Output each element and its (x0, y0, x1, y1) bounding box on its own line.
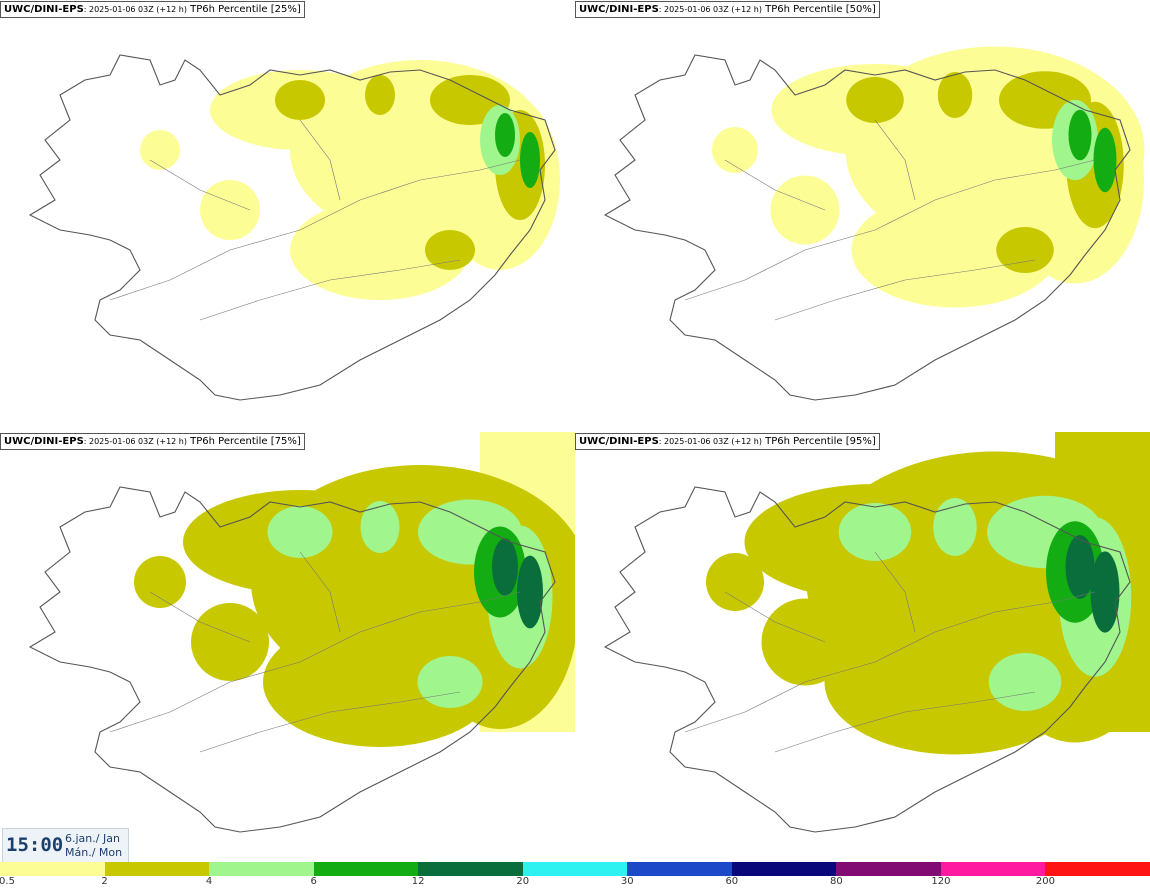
precip-area (134, 556, 186, 608)
map-panel-p95: UWC/DINI-EPS: 2025-01-06 03Z (+12 h) TP6… (575, 432, 1150, 862)
precip-map (28, 432, 575, 833)
precip-area (770, 175, 840, 245)
precip-area (761, 598, 849, 686)
panel-title: UWC/DINI-EPS: 2025-01-06 03Z (+12 h) TP6… (0, 1, 305, 18)
valid-date-line1: 6.jan./ Jan (65, 832, 120, 845)
precip-area (1093, 127, 1117, 193)
precip-area (846, 77, 904, 123)
colorbar-segment (1045, 862, 1150, 876)
colorbar-tick-label: 200 (1035, 876, 1055, 887)
colorbar-segment (836, 862, 942, 876)
road-network (109, 119, 521, 321)
colorbar-segment (418, 862, 524, 876)
colorbar-segment (0, 862, 106, 876)
precip-area (191, 603, 269, 681)
precip-area (996, 227, 1054, 273)
colorbar-tick-label: 30 (620, 876, 634, 887)
colorbar-tick-label: 120 (931, 876, 951, 887)
precip-area (1065, 535, 1095, 599)
colorbar-tick-label: 60 (725, 876, 739, 887)
colorbar-tick-label: 4 (205, 876, 213, 887)
iceland-coastline (603, 486, 1131, 833)
colorbar-tick-label: 6 (310, 876, 317, 887)
colorbar-tick-label: 2 (101, 876, 108, 887)
precip-area (267, 506, 333, 558)
precip-area (520, 132, 540, 188)
road-network (109, 551, 521, 753)
precip-area (360, 501, 400, 553)
precip-area (417, 656, 483, 708)
precip-area (290, 200, 470, 300)
precip-area (140, 130, 180, 170)
precip-area (275, 80, 325, 120)
precip-area (200, 180, 260, 240)
road-network (684, 119, 1096, 321)
colorbar-segment (940, 862, 1046, 876)
map-panel-p25: UWC/DINI-EPS: 2025-01-06 03Z (+12 h) TP6… (0, 0, 575, 430)
precip-area (933, 498, 977, 556)
precip-map (603, 432, 1150, 833)
colorbar-segment (522, 862, 628, 876)
colorbar-segment (731, 862, 837, 876)
colorbar-segment (627, 862, 733, 876)
precip-area (492, 538, 518, 596)
precip-area (1090, 551, 1120, 633)
iceland-coastline (28, 54, 556, 401)
precip-colorbar (0, 862, 1150, 876)
panel-title: UWC/DINI-EPS: 2025-01-06 03Z (+12 h) TP6… (575, 433, 880, 450)
iceland-coastline (28, 486, 556, 833)
valid-time-box: 15:00 6.jan./ Jan Mán./ Mon (2, 828, 129, 863)
map-panel-p50: UWC/DINI-EPS: 2025-01-06 03Z (+12 h) TP6… (575, 0, 1150, 430)
colorbar-tick-label: 20 (516, 876, 530, 887)
precip-area (365, 75, 395, 115)
precip-area (495, 113, 515, 157)
colorbar-tick-label: 12 (411, 876, 425, 887)
precip-map (603, 46, 1145, 401)
panel-title: UWC/DINI-EPS: 2025-01-06 03Z (+12 h) TP6… (575, 1, 880, 18)
precip-area (937, 72, 973, 118)
valid-date-line2: Mán./ Mon (65, 846, 123, 859)
precip-map (28, 54, 560, 401)
precip-area (838, 503, 912, 561)
colorbar-tick-label: 80 (829, 876, 843, 887)
precip-area (1068, 109, 1092, 161)
map-panel-p75: UWC/DINI-EPS: 2025-01-06 03Z (+12 h) TP6… (0, 432, 575, 862)
precip-area (517, 555, 543, 629)
colorbar-tick-label: 0.5 (0, 876, 15, 887)
colorbar-segment (313, 862, 419, 876)
precip-area (712, 127, 758, 173)
precip-area (988, 653, 1062, 711)
colorbar-segment (209, 862, 315, 876)
valid-time-clock: 15:00 (6, 834, 64, 856)
iceland-coastline (603, 54, 1131, 401)
precip-area (425, 230, 475, 270)
precip-area (851, 192, 1059, 308)
precip-area (706, 553, 764, 611)
road-network (684, 551, 1096, 753)
panel-title: UWC/DINI-EPS: 2025-01-06 03Z (+12 h) TP6… (0, 433, 305, 450)
precip-area (824, 609, 1086, 755)
colorbar-segment (104, 862, 210, 876)
